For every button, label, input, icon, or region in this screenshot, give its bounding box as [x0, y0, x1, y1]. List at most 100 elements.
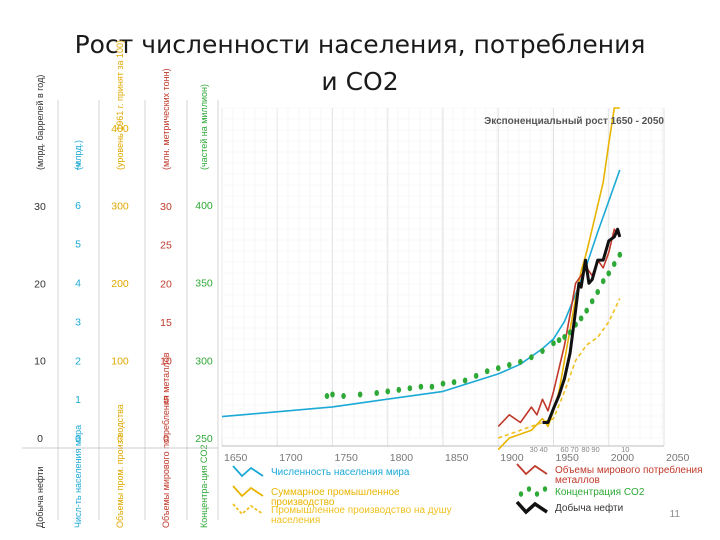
legend-label: Объемы мирового потребления металлов [555, 464, 703, 486]
axis-co2-tick-300: 300 [195, 355, 213, 367]
legend-marker [518, 491, 524, 497]
axis-co2-tick-350: 350 [195, 278, 213, 290]
co2-point [357, 391, 363, 398]
co2-point [611, 261, 617, 268]
x-minor-tick-label: 60 [560, 445, 568, 454]
co2-point [407, 385, 413, 392]
axis-co2-title: Концентра-ция CO2 [199, 445, 209, 528]
legend-marker [515, 500, 548, 515]
x-minor-tick-label: 90 [591, 445, 599, 454]
co2-point [518, 358, 523, 365]
x-minor-tick-label: 10 [621, 445, 629, 454]
axis-co2-tick-400: 400 [195, 200, 213, 212]
series-line [542, 227, 622, 424]
co2-point [374, 389, 380, 396]
co2-point [440, 380, 446, 387]
legend-item-3: Объемы мирового потребления металлов [516, 463, 703, 486]
axis-met-tick-10: 10 [160, 356, 172, 368]
axis-ind-tick-100: 100 [111, 356, 129, 368]
axis-oil-tick-20: 20 [34, 278, 46, 290]
series-ind-2 [498, 298, 621, 439]
legend-marker [534, 491, 540, 497]
legend-item-1: Суммарное промышленное производство [232, 485, 400, 508]
x-tick-label-1950: 1950 [556, 452, 580, 464]
x-minor-tick-label: 70 [570, 445, 578, 454]
axis-co2-unit: (частей на миллион) [199, 84, 209, 170]
series-line [497, 228, 621, 427]
axis-met-tick-15: 15 [160, 317, 172, 329]
axis-ind-tick-300: 300 [111, 201, 129, 213]
axis-pop-title: Числ-ть населения мира [73, 425, 83, 528]
legend-marker [526, 486, 532, 492]
legend-label: Концентрация CO2 [555, 487, 645, 498]
co2-point [617, 251, 623, 258]
co2-point [418, 383, 424, 390]
x-minor-tick-label: 80 [581, 445, 589, 454]
axis-met-tick-25: 25 [160, 240, 172, 252]
x-tick-label-1800: 1800 [390, 452, 414, 464]
axis-oil-tick-0: 0 [37, 433, 43, 445]
x-minor-tick-label: 40 [539, 445, 547, 454]
slide-title: Рост численности населения, потребления … [0, 26, 720, 100]
chart-series [221, 107, 623, 451]
co2-point [324, 393, 330, 400]
co2-point [462, 377, 468, 384]
x-tick-label-1850: 1850 [445, 452, 469, 464]
legend-label: Суммарное промышленное производство [271, 487, 400, 508]
co2-point [451, 379, 457, 386]
series-line [221, 169, 621, 418]
series-oil-5 [542, 227, 622, 424]
co2-point [341, 393, 346, 400]
legend-item-4: Концентрация CO2 [518, 486, 645, 498]
axis-co2-tick-250: 250 [195, 433, 213, 445]
legend-marker [232, 465, 264, 478]
x-tick-label-1750: 1750 [335, 452, 359, 464]
axis-met-tick-30: 30 [160, 201, 172, 213]
axis-met-tick-0: 0 [163, 433, 169, 445]
co2-point [473, 372, 479, 379]
slide-title-line-2: и CO2 [321, 67, 399, 96]
axis-pop-tick-1: 1 [75, 394, 81, 406]
legend-label: Добыча нефти [555, 502, 623, 514]
legend-item-5: Добыча нефти [515, 500, 623, 515]
x-tick-label-1700: 1700 [279, 452, 303, 464]
co2-point [484, 368, 490, 375]
axis-pop-tick-3: 3 [75, 316, 81, 328]
legend-label: Численность населения мира [271, 467, 410, 478]
chart-title: Экспоненциальный рост 1650 - 2050 [484, 116, 664, 127]
legend-item-0: Численность населения мира [232, 465, 410, 478]
axis-oil-unit: (млрд. баррелей в год) [35, 75, 45, 170]
co2-point [589, 298, 595, 305]
co2-point [600, 278, 606, 285]
axis-met-title: Объемы мирового потребления металлов [161, 352, 171, 528]
axis-pop-tick-2: 2 [75, 355, 81, 367]
co2-point [529, 354, 534, 361]
co2-point [396, 386, 402, 393]
chart-legend: Численность населения мира Суммарное пром… [232, 463, 703, 526]
co2-point [551, 340, 556, 347]
co2-point [540, 348, 545, 355]
legend-item-2: Промышленное производство на душу населен… [232, 503, 452, 526]
axis-pop-tick-0: 0 [75, 433, 81, 445]
co2-point [562, 334, 567, 341]
chart-grid [221, 107, 665, 447]
series-pop-0 [221, 169, 621, 418]
legend-marker [232, 503, 264, 516]
axis-pop-tick-5: 5 [75, 239, 81, 251]
legend-marker [232, 485, 264, 498]
co2-point [429, 383, 435, 390]
series-co2-4 [324, 251, 623, 400]
axis-met-tick-5: 5 [163, 394, 169, 406]
axis-ind-title: Объемы пром. произ-водства [115, 404, 125, 528]
axis-pop-tick-6: 6 [75, 200, 81, 212]
axis-ind-unit: (уровень 1961 г. принят за 100) [115, 40, 125, 170]
axis-oil-tick-30: 30 [34, 201, 46, 213]
x-minor-tick-label: 30 [529, 445, 537, 454]
axis-pop-unit: (млрд.) [73, 140, 83, 170]
axis-pop-tick-7: 7 [75, 161, 81, 173]
co2-point [330, 391, 335, 398]
co2-point [606, 270, 612, 277]
co2-point [385, 388, 391, 395]
